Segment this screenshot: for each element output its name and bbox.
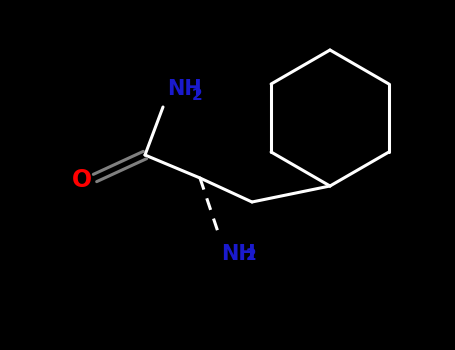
Text: O: O bbox=[72, 168, 92, 192]
Text: NH: NH bbox=[221, 244, 256, 264]
Text: 2: 2 bbox=[192, 88, 203, 103]
Text: NH: NH bbox=[167, 79, 202, 99]
Text: 2: 2 bbox=[246, 248, 257, 263]
